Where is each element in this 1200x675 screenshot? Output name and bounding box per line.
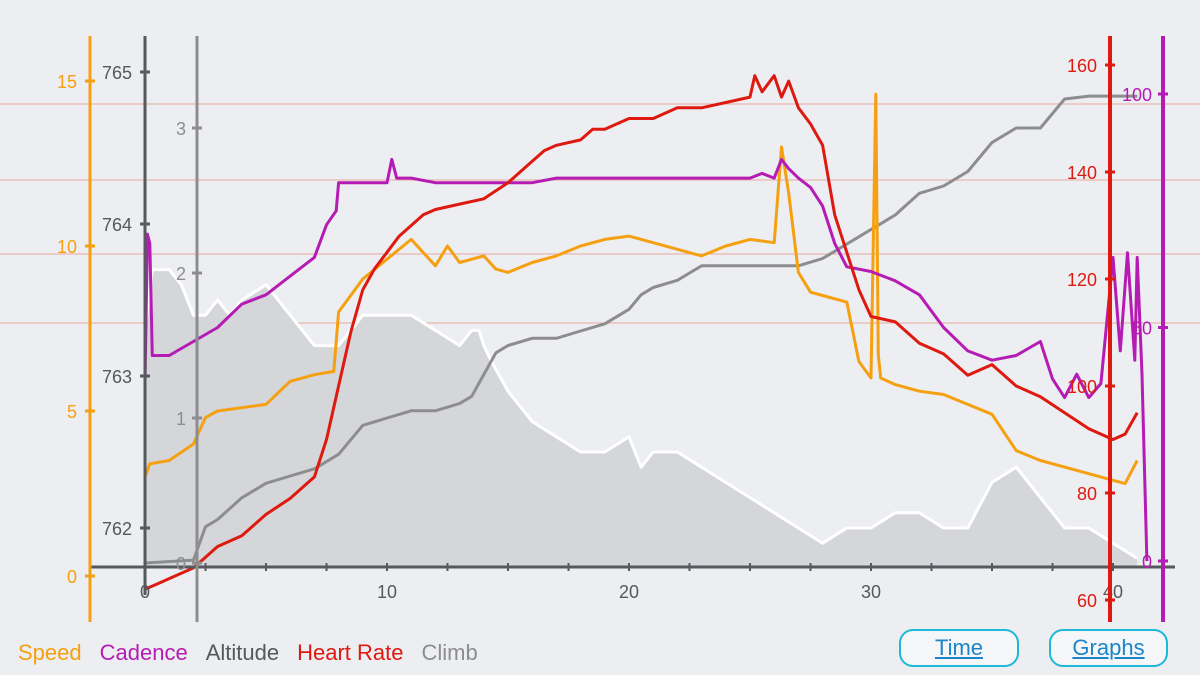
cadence-tick-label: 50 <box>1132 319 1152 339</box>
altitude-tick-label: 765 <box>102 63 132 83</box>
cadence-tick-label: 0 <box>1142 552 1152 572</box>
climb-tick-label: 1 <box>176 409 186 429</box>
x-tick-label: 10 <box>377 582 397 602</box>
series-line-altitude <box>143 268 1138 560</box>
time-button[interactable]: Time <box>899 629 1019 667</box>
speed-tick-label: 0 <box>67 567 77 587</box>
legend-cadence[interactable]: Cadence <box>99 640 188 665</box>
series-line-speed <box>143 92 1139 486</box>
legend-climb[interactable]: Climb <box>421 640 478 665</box>
x-tick-label: 30 <box>861 582 881 602</box>
heart_rate-tick-label: 120 <box>1067 270 1097 290</box>
heart_rate-tick-label: 160 <box>1067 56 1097 76</box>
heart_rate-tick-label: 140 <box>1067 163 1097 183</box>
heart_rate-tick-label: 100 <box>1067 377 1097 397</box>
legend-speed[interactable]: Speed <box>18 640 82 665</box>
climb-tick-label: 3 <box>176 119 186 139</box>
climb-tick-label: 0 <box>176 554 186 574</box>
climb-tick-label: 2 <box>176 264 186 284</box>
x-tick-label: 20 <box>619 582 639 602</box>
altitude-area <box>145 269 1138 567</box>
series-line-heart-rate <box>144 74 1139 591</box>
speed-tick-label: 5 <box>67 402 77 422</box>
series-line-climb <box>144 94 1138 565</box>
speed-tick-label: 15 <box>57 72 77 92</box>
altitude-tick-label: 764 <box>102 215 132 235</box>
altitude-tick-label: 762 <box>102 519 132 539</box>
graphs-button[interactable]: Graphs <box>1049 629 1168 667</box>
heart_rate-tick-label: 60 <box>1077 591 1097 611</box>
speed-tick-label: 10 <box>57 237 77 257</box>
cadence-tick-label: 100 <box>1122 85 1152 105</box>
legend-altitude[interactable]: Altitude <box>205 640 280 665</box>
legend: Speed Cadence Altitude Heart Rate Climb <box>18 640 478 666</box>
ride-chart: 0 10 20 30 40 0 5 10 15 762 763 764 765 0 1 2 3 60 80 100 12… <box>0 36 1200 622</box>
series-line-cadence <box>143 157 1149 562</box>
legend-heart-rate[interactable]: Heart Rate <box>297 640 404 665</box>
altitude-tick-label: 763 <box>102 367 132 387</box>
x-tick-label: 40 <box>1103 582 1123 602</box>
heart_rate-tick-label: 80 <box>1077 484 1097 504</box>
